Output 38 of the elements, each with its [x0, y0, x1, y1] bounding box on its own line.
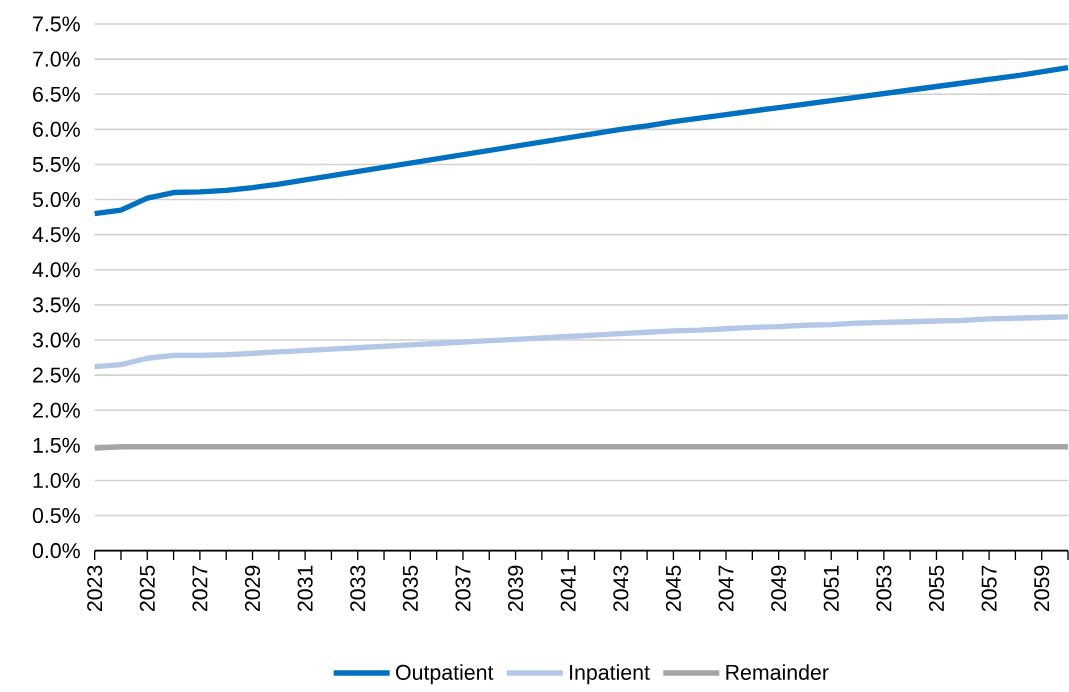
legend-label: Remainder	[726, 664, 829, 680]
x-tick-label: 2057	[981, 565, 997, 612]
x-tick-label: 2055	[928, 565, 945, 612]
y-tick-label: 3.0%	[32, 332, 80, 348]
x-tick-label: 2041	[560, 565, 576, 612]
x-tick-label: 2037	[455, 565, 471, 612]
y-tick-label: 7.5%	[33, 16, 80, 32]
y-tick-label: 3.5%	[32, 297, 80, 313]
x-tick-label: 2029	[244, 565, 261, 612]
y-tick-label: 2.0%	[33, 402, 80, 418]
x-tick-label: 2059	[1034, 565, 1050, 612]
x-tick-label: 2025	[139, 565, 155, 612]
y-tick-label: 4.0%	[32, 262, 80, 278]
y-tick-label: 0.0%	[32, 543, 80, 559]
legend-label: Inpatient	[570, 664, 650, 685]
x-tick-label: 2047	[718, 565, 734, 612]
y-tick-label: 2.5%	[33, 367, 80, 383]
x-tick-label: 2039	[508, 565, 524, 612]
x-tick-label: 2035	[402, 565, 418, 612]
y-tick-label: 0.5%	[32, 508, 80, 524]
x-tick-label: 2031	[297, 565, 313, 612]
x-tick-label: 2033	[350, 565, 366, 612]
x-tick-label: 2051	[823, 565, 839, 612]
y-tick-label: 7.0%	[33, 51, 80, 67]
x-tick-label: 2023	[87, 565, 103, 612]
x-tick-label: 2053	[876, 565, 892, 612]
legend-label: Outpatient	[396, 664, 494, 685]
x-tick-label: 2027	[192, 565, 208, 612]
x-tick-label: 2045	[665, 565, 681, 612]
x-tick-label: 2049	[771, 565, 787, 612]
y-tick-label: 4.5%	[32, 227, 80, 243]
y-tick-label: 6.5%	[33, 86, 80, 102]
y-tick-label: 5.0%	[32, 192, 80, 208]
y-tick-label: 5.5%	[32, 156, 80, 172]
y-tick-label: 1.5%	[33, 437, 80, 453]
y-tick-label: 6.0%	[33, 121, 80, 137]
x-tick-label: 2043	[613, 565, 629, 612]
y-tick-label: 1.0%	[33, 472, 80, 488]
